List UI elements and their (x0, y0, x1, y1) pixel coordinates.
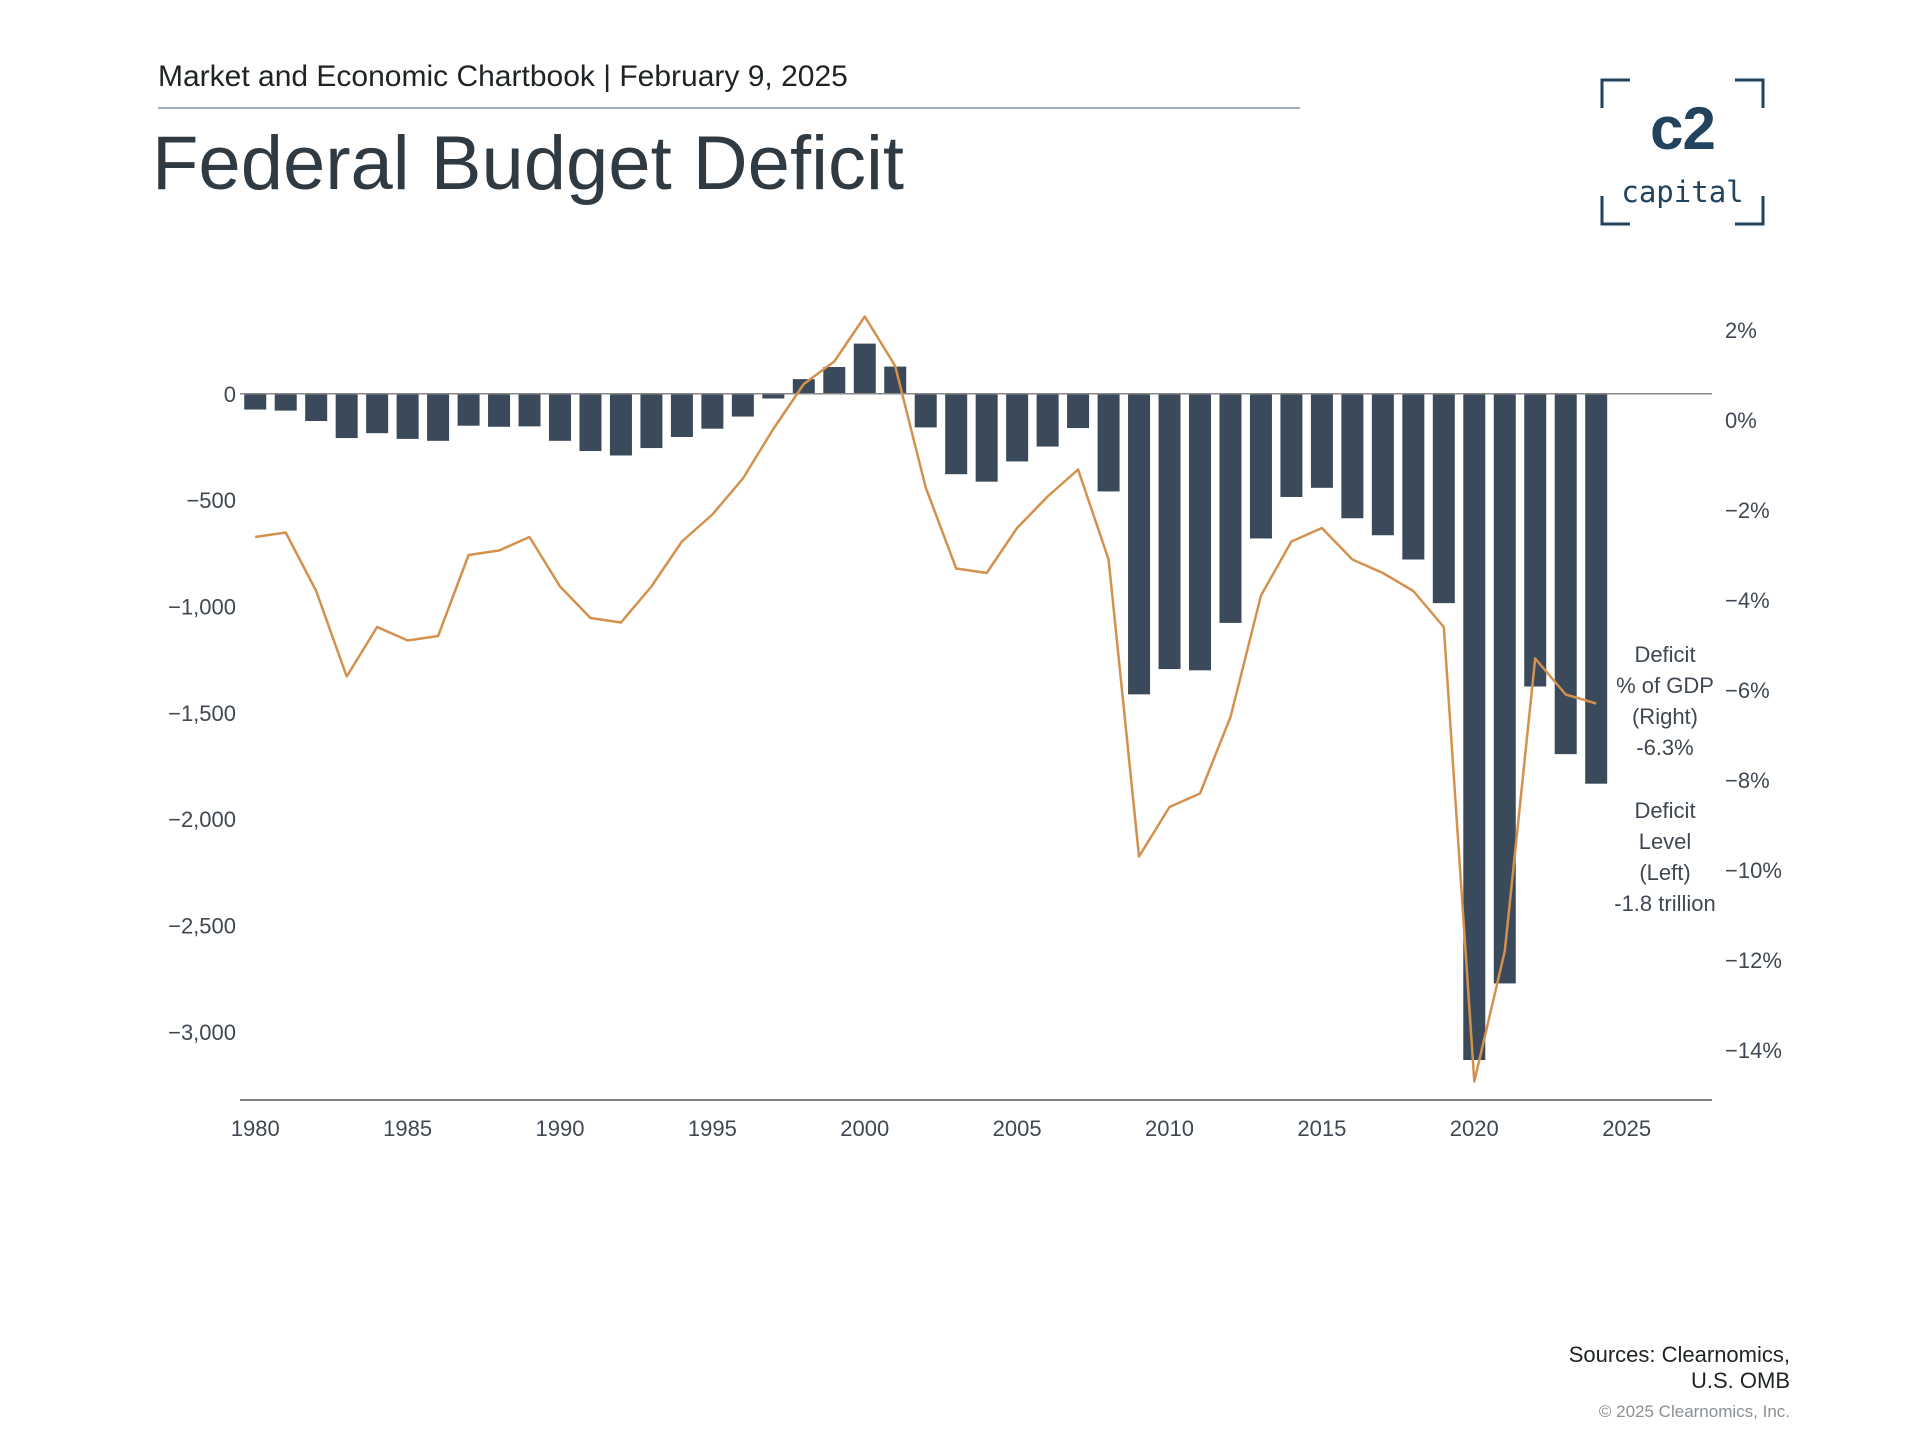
bar-2018 (1402, 393, 1425, 560)
bar-1994 (670, 393, 693, 437)
bar-1986 (427, 393, 450, 441)
page-title: Federal Budget Deficit (152, 121, 904, 206)
y-left-tick-label: −2,000 (168, 807, 236, 832)
bar-2002 (914, 393, 937, 428)
y-right-tick-label: −12% (1725, 948, 1782, 973)
y-left-tick-label: −3,000 (168, 1020, 236, 1045)
deficit-level-annotation-line: (Left) (1639, 860, 1690, 885)
bar-1998 (792, 379, 815, 394)
bar-2019 (1432, 393, 1455, 604)
bar-1985 (396, 393, 419, 439)
y-left-tick-label: −1,000 (168, 595, 236, 620)
x-tick-label-2025: 2025 (1602, 1116, 1651, 1141)
bar-1996 (731, 393, 754, 417)
y-right-tick-label: −6% (1725, 678, 1770, 703)
bar-1989 (518, 393, 541, 427)
bar-2021 (1493, 393, 1516, 984)
bar-2020 (1463, 393, 1486, 1061)
pct-gdp-annotation-line: Deficit (1634, 642, 1695, 667)
bar-1999 (823, 367, 846, 394)
pct-gdp-annotation-line: (Right) (1632, 704, 1698, 729)
bar-1995 (701, 393, 724, 429)
bar-1992 (609, 393, 632, 456)
header-divider (158, 107, 1300, 109)
bar-2010 (1158, 393, 1181, 670)
bar-2005 (1006, 393, 1029, 462)
deficit-level-annotation-line: Level (1639, 829, 1692, 854)
deficit-level-annotation-line: Deficit (1634, 798, 1695, 823)
logo-frame-icon (1600, 78, 1765, 226)
logo-mark: c2 (1650, 95, 1716, 162)
x-tick-label-2000: 2000 (840, 1116, 889, 1141)
bar-1980 (244, 393, 267, 410)
bar-2022 (1524, 393, 1547, 687)
y-right-tick-label: −8% (1725, 768, 1770, 793)
x-tick-label-2005: 2005 (993, 1116, 1042, 1141)
sources-note: Sources: Clearnomics, U.S. OMB (1569, 1342, 1790, 1394)
pct-gdp-line (255, 315, 1597, 1083)
bar-2008 (1097, 393, 1120, 492)
bar-2003 (945, 393, 968, 475)
bar-1987 (457, 393, 480, 426)
bar-1991 (579, 393, 602, 452)
bar-2007 (1067, 393, 1090, 429)
x-tick-label-2020: 2020 (1450, 1116, 1499, 1141)
bar-2015 (1310, 393, 1333, 488)
logo-wordmark: capital (1621, 175, 1744, 209)
bar-2012 (1219, 393, 1242, 623)
bar-1988 (488, 393, 511, 427)
y-right-tick-label: −10% (1725, 858, 1782, 883)
sources-line-1: Sources: Clearnomics, (1568, 1342, 1790, 1367)
bar-1997 (762, 393, 785, 399)
bar-2024 (1585, 393, 1608, 784)
bar-2000 (853, 343, 876, 394)
pct-gdp-annotation-line: -6.3% (1636, 735, 1693, 760)
y-right-tick-label: −2% (1725, 498, 1770, 523)
x-tick-label-1990: 1990 (536, 1116, 585, 1141)
x-tick-label-1995: 1995 (688, 1116, 737, 1141)
y-right-tick-label: 0% (1725, 408, 1757, 433)
x-tick-label-1980: 1980 (231, 1116, 280, 1141)
bar-2011 (1189, 393, 1211, 671)
bar-2023 (1554, 393, 1577, 755)
bar-1981 (274, 393, 297, 411)
bar-1982 (305, 393, 328, 422)
bar-2006 (1036, 393, 1059, 447)
bar-2009 (1128, 393, 1151, 695)
y-left-tick-label: −500 (186, 488, 236, 513)
y-left-tick-label: −2,500 (168, 914, 236, 939)
chartbook-subtitle: Market and Economic Chartbook | February… (158, 60, 848, 93)
bar-2013 (1249, 393, 1272, 539)
sources-line-2: U.S. OMB (1690, 1368, 1790, 1393)
deficit-level-annotation-line: -1.8 trillion (1614, 891, 1715, 916)
y-right-tick-label: −14% (1725, 1038, 1782, 1063)
x-tick-label-2010: 2010 (1145, 1116, 1194, 1141)
bar-2016 (1341, 393, 1364, 519)
bar-1983 (335, 393, 358, 439)
copyright-note: © 2025 Clearnomics, Inc. (1598, 1402, 1790, 1421)
x-tick-label-1985: 1985 (383, 1116, 432, 1141)
bar-2017 (1371, 393, 1394, 536)
c2-capital-logo: c2 capital (1600, 78, 1765, 226)
y-right-tick-label: 2% (1725, 318, 1757, 343)
bar-2014 (1280, 393, 1303, 497)
bar-2004 (975, 393, 998, 482)
y-right-tick-label: −4% (1725, 588, 1770, 613)
pct-gdp-annotation-line: % of GDP (1616, 673, 1714, 698)
x-tick-label-2015: 2015 (1297, 1116, 1346, 1141)
y-left-tick-label: −1,500 (168, 701, 236, 726)
bar-1993 (640, 393, 663, 449)
bar-1990 (549, 393, 571, 441)
y-left-tick-label: 0 (224, 382, 236, 407)
bar-1984 (366, 393, 389, 434)
